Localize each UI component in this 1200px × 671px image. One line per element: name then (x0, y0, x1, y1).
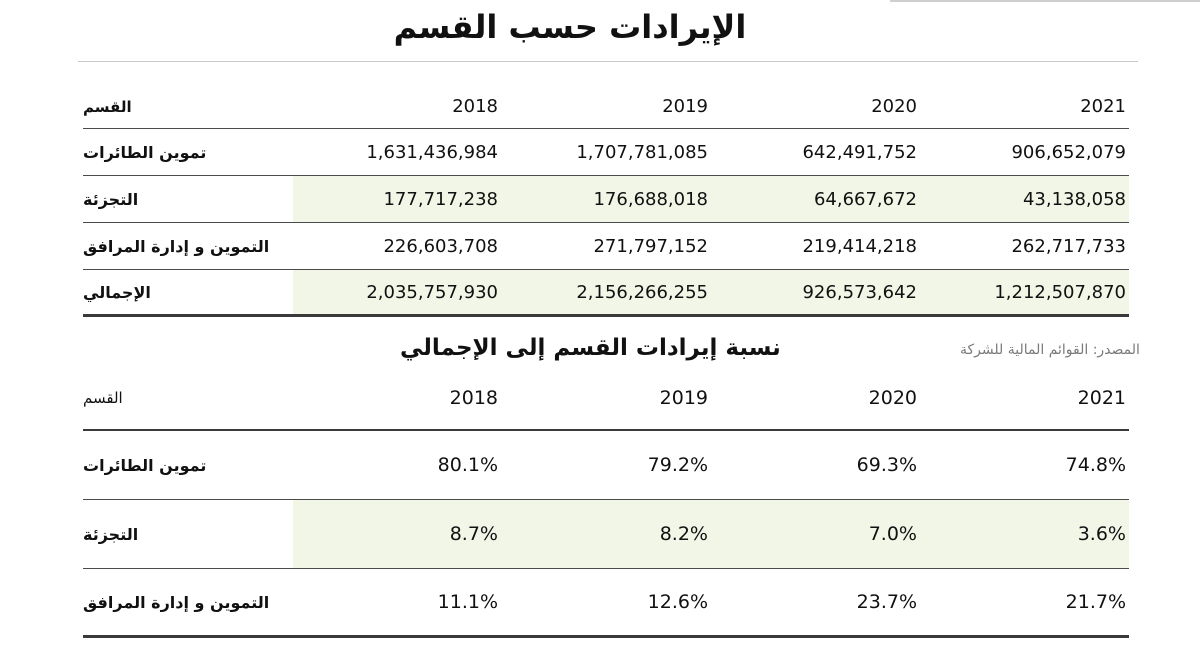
division-label: التجزئة (83, 189, 139, 209)
table-row: تموين الطائرات 80.1% 79.2% 69.3% 74.8% (83, 431, 1129, 500)
division-label: تموين الطائرات (83, 142, 207, 162)
value-cell: 1,212,507,870 (994, 281, 1126, 303)
table-row: التجزئة 177,717,238 176,688,018 64,667,6… (83, 176, 1129, 223)
division-label: التجزئة (83, 524, 139, 544)
value-cell: 1,707,781,085 (576, 141, 708, 163)
value-cell: 2,156,266,255 (576, 281, 708, 303)
division-label: التموين و إدارة المرافق (83, 236, 270, 256)
header-year: 2019 (659, 386, 708, 409)
row-highlight (293, 270, 1129, 314)
division-label: الإجمالي (83, 282, 151, 302)
header-division: القسم (83, 97, 132, 116)
value-cell: 226,603,708 (383, 235, 498, 257)
header-year: 2020 (871, 96, 917, 117)
value-cell: 8.7% (449, 523, 498, 545)
value-cell: 80.1% (437, 454, 498, 476)
header-year: 2021 (1077, 386, 1126, 409)
header-year: 2021 (1080, 96, 1126, 117)
value-cell: 8.2% (659, 523, 708, 545)
revenue-table: القسم 2018 2019 2020 2021 تموين الطائرات… (83, 85, 1129, 317)
value-cell: 69.3% (856, 454, 917, 476)
value-cell: 79.2% (647, 454, 708, 476)
title-divider (78, 61, 1138, 62)
share-title: نسبة إيرادات القسم إلى الإجمالي (400, 335, 781, 361)
value-cell: 23.7% (856, 591, 917, 613)
value-cell: 64,667,672 (813, 188, 917, 210)
header-year: 2020 (868, 386, 917, 409)
table-row: التموين و إدارة المرافق 226,603,708 271,… (83, 223, 1129, 270)
value-cell: 1,631,436,984 (366, 141, 498, 163)
value-cell: 262,717,733 (1011, 235, 1126, 257)
value-cell: 21.7% (1065, 591, 1126, 613)
top-divider (890, 0, 1200, 2)
table-row: التجزئة 8.7% 8.2% 7.0% 3.6% (83, 500, 1129, 569)
value-cell: 11.1% (437, 591, 498, 613)
value-cell: 177,717,238 (383, 188, 498, 210)
header-year: 2018 (452, 96, 498, 117)
table-row: تموين الطائرات 1,631,436,984 1,707,781,0… (83, 129, 1129, 176)
table-row: التموين و إدارة المرافق 11.1% 12.6% 23.7… (83, 569, 1129, 638)
division-label: التموين و إدارة المرافق (83, 592, 270, 612)
value-cell: 2,035,757,930 (366, 281, 498, 303)
value-cell: 926,573,642 (802, 281, 917, 303)
value-cell: 219,414,218 (802, 235, 917, 257)
header-year: 2018 (449, 386, 498, 409)
value-cell: 12.6% (647, 591, 708, 613)
value-cell: 176,688,018 (593, 188, 708, 210)
share-table: القسم 2018 2019 2020 2021 تموين الطائرات… (83, 366, 1129, 638)
header-year: 2019 (662, 96, 708, 117)
value-cell: 3.6% (1077, 523, 1126, 545)
value-cell: 43,138,058 (1022, 188, 1126, 210)
division-label: تموين الطائرات (83, 455, 207, 475)
value-cell: 7.0% (868, 523, 917, 545)
total-row: الإجمالي 2,035,757,930 2,156,266,255 926… (83, 270, 1129, 317)
header-division: القسم (83, 388, 123, 407)
value-cell: 271,797,152 (593, 235, 708, 257)
page-title: الإيرادات حسب القسم (393, 8, 747, 46)
source-note: المصدر: القوائم المالية للشركة (960, 342, 1140, 358)
row-highlight (293, 176, 1129, 222)
value-cell: 906,652,079 (1011, 141, 1126, 163)
value-cell: 642,491,752 (802, 141, 917, 163)
table-header-row: القسم 2018 2019 2020 2021 (83, 85, 1129, 129)
table-header-row: القسم 2018 2019 2020 2021 (83, 366, 1129, 431)
value-cell: 74.8% (1065, 454, 1126, 476)
row-highlight (293, 500, 1129, 568)
